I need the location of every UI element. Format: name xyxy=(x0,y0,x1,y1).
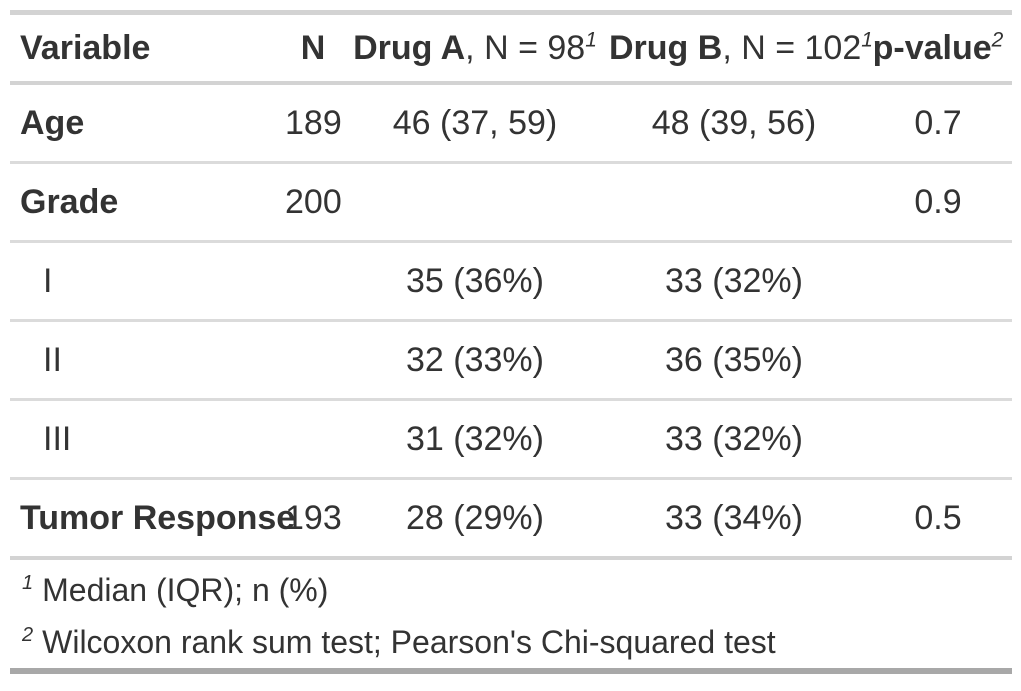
cell-p-value: 0.5 xyxy=(914,499,962,537)
table-row-grade: Grade 200 0.9 xyxy=(10,163,1012,242)
cell-variable: Grade xyxy=(20,183,119,221)
cell-drug-a: 35 (36%) xyxy=(406,262,544,300)
table-row-grade-2: II 32 (33%) 36 (35%) xyxy=(10,321,1012,400)
cell-drug-a xyxy=(346,163,604,242)
header-p-value-name: p-value xyxy=(872,29,992,67)
cell-p-value xyxy=(864,242,1012,321)
cell-n: 193 xyxy=(285,499,342,537)
cell-drug-a: 28 (29%) xyxy=(406,499,544,537)
footnote-2: 2 Wilcoxon rank sum test; Pearson's Chi-s… xyxy=(22,616,1012,668)
footnote-2-text: Wilcoxon rank sum test; Pearson's Chi-sq… xyxy=(42,624,776,660)
cell-p-value xyxy=(864,321,1012,400)
table-row-tumor-response: Tumor Response 193 28 (29%) 33 (34%) 0.5 xyxy=(10,479,1012,558)
cell-p-value: 0.9 xyxy=(914,183,962,221)
cell-drug-b: 36 (35%) xyxy=(665,341,803,379)
cell-drug-b: 33 (32%) xyxy=(665,262,803,300)
table-row-grade-1: I 35 (36%) 33 (32%) xyxy=(10,242,1012,321)
table-header: Variable N Drug A, N = 981 Drug B, N = 1… xyxy=(10,12,1012,85)
footnote-ref-1-icon: 1 xyxy=(585,28,597,52)
header-drug-a-count: , N = 98 xyxy=(465,29,586,67)
cell-variable: Age xyxy=(20,104,85,142)
cell-variable: Tumor Response xyxy=(20,499,296,537)
cell-n: 189 xyxy=(285,104,342,142)
footnote-ref-2-icon: 2 xyxy=(991,28,1004,52)
table-bottom-rule xyxy=(10,668,1012,674)
cell-drug-a: 46 (37, 59) xyxy=(392,104,558,142)
footnote-1-marker: 1 xyxy=(22,572,34,595)
cell-n xyxy=(280,400,346,479)
table-body: Age 189 46 (37, 59) 48 (39, 56) 0.7 Grad… xyxy=(10,83,1012,558)
cell-drug-b: 33 (34%) xyxy=(665,499,803,537)
table-row-age: Age 189 46 (37, 59) 48 (39, 56) 0.7 xyxy=(10,83,1012,163)
cell-drug-b xyxy=(604,163,864,242)
header-drug-b-count: , N = 102 xyxy=(722,29,862,67)
header-drug-b-name: Drug B xyxy=(609,29,723,67)
cell-drug-b: 33 (32%) xyxy=(665,420,803,458)
header-drug-a: Drug A, N = 981 xyxy=(346,12,604,85)
cell-n xyxy=(280,242,346,321)
summary-table-container: Variable N Drug A, N = 981 Drug B, N = 1… xyxy=(10,10,1012,674)
cell-drug-a: 31 (32%) xyxy=(406,420,544,458)
cell-n: 200 xyxy=(285,183,342,221)
table-footnotes: 1 Median (IQR); n (%) 2 Wilcoxon rank sum … xyxy=(10,560,1012,668)
header-n: N xyxy=(280,12,346,85)
table-row-grade-3: III 31 (32%) 33 (32%) xyxy=(10,400,1012,479)
cell-variable: II xyxy=(43,341,62,379)
footnote-2-marker: 2 xyxy=(22,624,34,647)
cell-n xyxy=(280,321,346,400)
summary-table: Variable N Drug A, N = 981 Drug B, N = 1… xyxy=(10,10,1012,560)
cell-p-value xyxy=(864,400,1012,479)
footnote-1: 1 Median (IQR); n (%) xyxy=(22,564,1012,616)
cell-p-value: 0.7 xyxy=(914,104,962,142)
cell-variable: III xyxy=(43,420,72,458)
cell-variable: I xyxy=(43,262,53,300)
cell-drug-a: 32 (33%) xyxy=(406,341,544,379)
cell-drug-b: 48 (39, 56) xyxy=(651,104,817,142)
header-drug-b: Drug B, N = 1021 xyxy=(604,12,873,85)
header-row: Variable N Drug A, N = 981 Drug B, N = 1… xyxy=(10,12,1012,85)
footnote-ref-1-icon: 1 xyxy=(861,28,873,52)
footnote-1-text: Median (IQR); n (%) xyxy=(42,572,329,608)
header-p-value: p-value2 xyxy=(864,12,1012,85)
header-drug-a-name: Drug A xyxy=(353,29,466,67)
header-variable: Variable xyxy=(10,12,280,85)
